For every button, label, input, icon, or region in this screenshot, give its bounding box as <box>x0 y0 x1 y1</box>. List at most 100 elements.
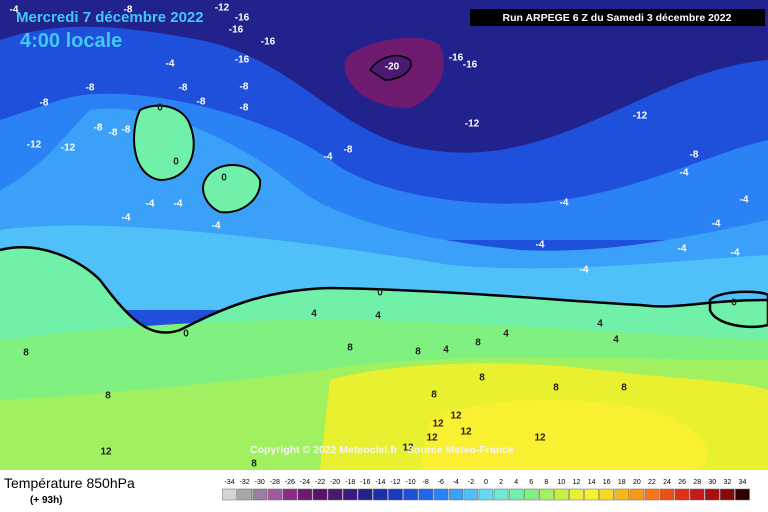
legend-swatch <box>629 488 645 501</box>
contour-label: 8 <box>251 459 257 470</box>
forecast-date: Mercredi 7 décembre 2022 <box>16 9 204 26</box>
contour-label: -12 <box>61 143 76 154</box>
legend-swatch <box>493 488 509 501</box>
contour-label: -12 <box>215 3 230 14</box>
legend-label: -30 <box>255 479 265 486</box>
legend-swatch <box>539 488 554 501</box>
legend-label: -22 <box>315 479 325 486</box>
footer-title: Température 850hPa <box>4 475 135 491</box>
copyright: Copyright © 2022 Meteociel.fr - Source M… <box>250 444 514 456</box>
contour-label: -8 <box>94 123 103 134</box>
legend-label: -28 <box>270 479 280 486</box>
legend-label: -14 <box>375 479 385 486</box>
contour-label: 12 <box>460 427 472 438</box>
legend-label: 8 <box>544 479 548 486</box>
legend-swatch <box>599 488 614 501</box>
contour-label: 0 <box>221 173 227 184</box>
legend-label: -6 <box>438 479 444 486</box>
legend-label: 20 <box>633 479 641 486</box>
legend-swatch <box>674 488 690 501</box>
legend: -34 -32 -30 -28 -26 -24 -22 -20 -18 -16 -14 -12 -10-… <box>222 479 750 501</box>
legend-swatch <box>569 488 584 501</box>
legend-label: -24 <box>300 479 310 486</box>
contour-label: 4 <box>311 309 317 320</box>
legend-label: 2 <box>499 479 503 486</box>
contour-label: -8 <box>240 82 249 93</box>
contour-label: -8 <box>240 103 249 114</box>
contour-label: -4 <box>678 244 687 255</box>
legend-swatch <box>523 488 539 501</box>
contour-label: -4 <box>166 59 175 70</box>
contour-label: -4 <box>324 152 333 163</box>
legend-label: 4 <box>514 479 518 486</box>
legend-swatch <box>282 488 298 501</box>
contour-label: -4 <box>560 198 569 209</box>
contour-label: -4 <box>212 221 221 232</box>
run-box <box>470 9 765 26</box>
legend-label: 34 <box>739 479 747 486</box>
contour-label: -8 <box>40 98 49 109</box>
contour-label: -8 <box>197 97 206 108</box>
legend-label: -20 <box>330 479 340 486</box>
contour-label: -16 <box>235 13 250 24</box>
contour-label: 4 <box>613 335 619 346</box>
legend-label: 14 <box>588 479 596 486</box>
warm-patch <box>133 104 195 182</box>
contour-label: 0 <box>377 288 383 299</box>
hot-core <box>420 399 708 470</box>
contour-label: 12 <box>450 411 462 422</box>
legend-label: -12 <box>390 479 400 486</box>
contour-label: -16 <box>229 25 244 36</box>
contour-label: 0 <box>183 329 189 340</box>
legend-label: 10 <box>558 479 566 486</box>
contour-label: -4 <box>580 265 589 276</box>
contour-label: 8 <box>553 383 559 394</box>
legend-swatch <box>584 488 599 501</box>
contour-label: -4 <box>536 240 545 251</box>
legend-swatch <box>659 488 675 501</box>
contour-label: -4 <box>174 199 183 210</box>
legend-label: 24 <box>663 479 671 486</box>
contour-label: 12 <box>432 419 444 430</box>
legend-swatch <box>704 488 720 501</box>
legend-label: 16 <box>603 479 611 486</box>
contour-label: 0 <box>731 298 737 309</box>
contour-label: -4 <box>122 213 131 224</box>
contour-label: -4 <box>10 5 19 16</box>
contour-label: -8 <box>109 128 118 139</box>
legend-swatch <box>327 488 343 501</box>
legend-swatch <box>312 488 328 501</box>
contour-label: -4 <box>740 195 749 206</box>
legend-swatch <box>508 488 524 501</box>
legend-label: 6 <box>529 479 533 486</box>
contour-label: -8 <box>179 83 188 94</box>
contour-labels: -4 -8 -12-16-16-16-16-4-8-8-8-8-8-8-12 -12-… <box>10 3 749 470</box>
contour-label: -16 <box>449 53 464 64</box>
legend-label: 30 <box>708 479 716 486</box>
legend-label: -10 <box>406 479 416 486</box>
legend-swatch <box>373 488 388 501</box>
legend-label: -32 <box>240 479 250 486</box>
contour-label: 8 <box>431 390 437 401</box>
contour-label: -8 <box>122 125 131 136</box>
legend-label: 0 <box>484 479 488 486</box>
contour-label: 4 <box>503 329 509 340</box>
contour-label: -4 <box>680 168 689 179</box>
legend-swatch <box>433 488 449 501</box>
legend-swatch <box>689 488 705 501</box>
legend-swatch <box>358 488 373 501</box>
cold-core-inner <box>368 54 412 81</box>
legend-swatch <box>297 488 313 501</box>
contour-label: 8 <box>621 383 627 394</box>
legend-swatch <box>237 488 252 501</box>
contour-label: 12 <box>426 433 438 444</box>
legend-label: -34 <box>224 479 234 486</box>
run-info: Run ARPEGE 6 Z du Samedi 3 décembre 2022 <box>503 12 732 24</box>
contour-label: -4 <box>712 219 721 230</box>
legend-label: -4 <box>453 479 459 486</box>
legend-label: -18 <box>345 479 355 486</box>
legend-swatch <box>418 488 433 501</box>
map: -4 -8 -12-16-16-16-16-4-8-8-8-8-8-8-12 -12-… <box>0 0 768 470</box>
forecast-time: 4:00 locale <box>20 30 122 52</box>
